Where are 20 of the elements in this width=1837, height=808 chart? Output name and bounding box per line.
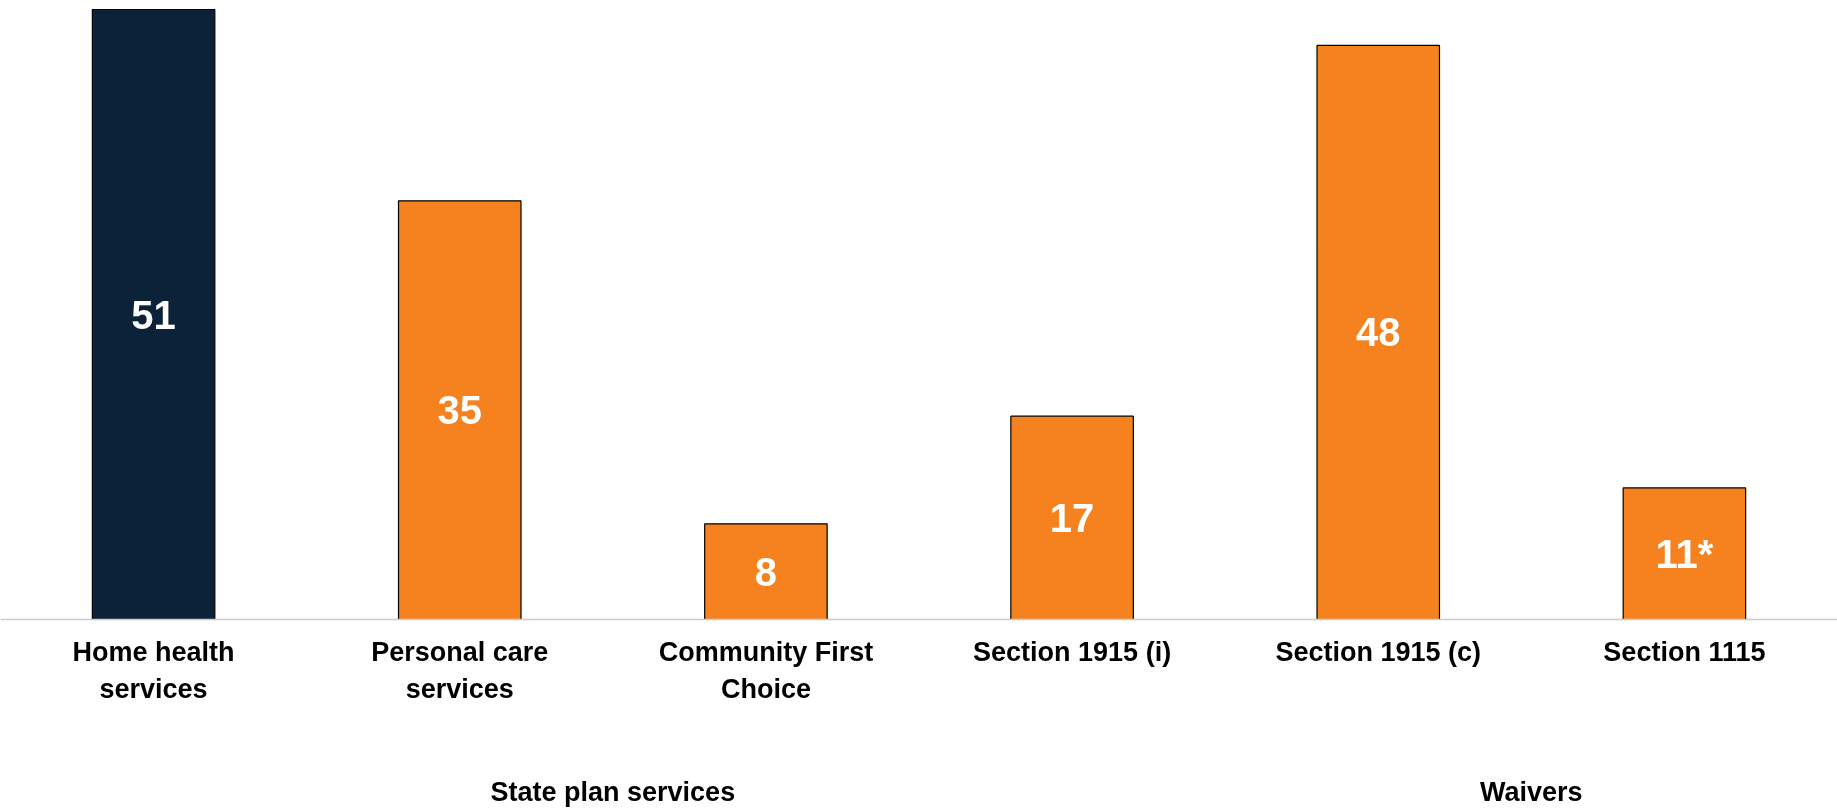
x-tick-label: Section 1915 (c) (1275, 636, 1482, 667)
data-label: 35 (437, 388, 482, 433)
x-tick-label: Section 1115 (1603, 636, 1766, 667)
bar (397, 200, 522, 621)
x-tick-label: Section 1915 (i) (973, 636, 1172, 667)
bar (1010, 415, 1134, 621)
data-label: 8 (754, 549, 778, 594)
bar (91, 8, 216, 621)
text: State plan services (490, 776, 736, 807)
x-tick-label: Home health services (72, 636, 235, 704)
bar (704, 523, 828, 621)
x-tick-label: Personal care services (371, 636, 549, 704)
data-label: 17 (1049, 495, 1095, 540)
x-tick-label: Community First Choice (658, 636, 874, 704)
data-label: 51 (131, 292, 176, 337)
text: Waivers (1480, 776, 1583, 807)
data-label: 48 (1356, 310, 1401, 355)
data-label: 11* (1655, 531, 1714, 576)
bar (1622, 487, 1747, 621)
bar (1316, 44, 1441, 621)
